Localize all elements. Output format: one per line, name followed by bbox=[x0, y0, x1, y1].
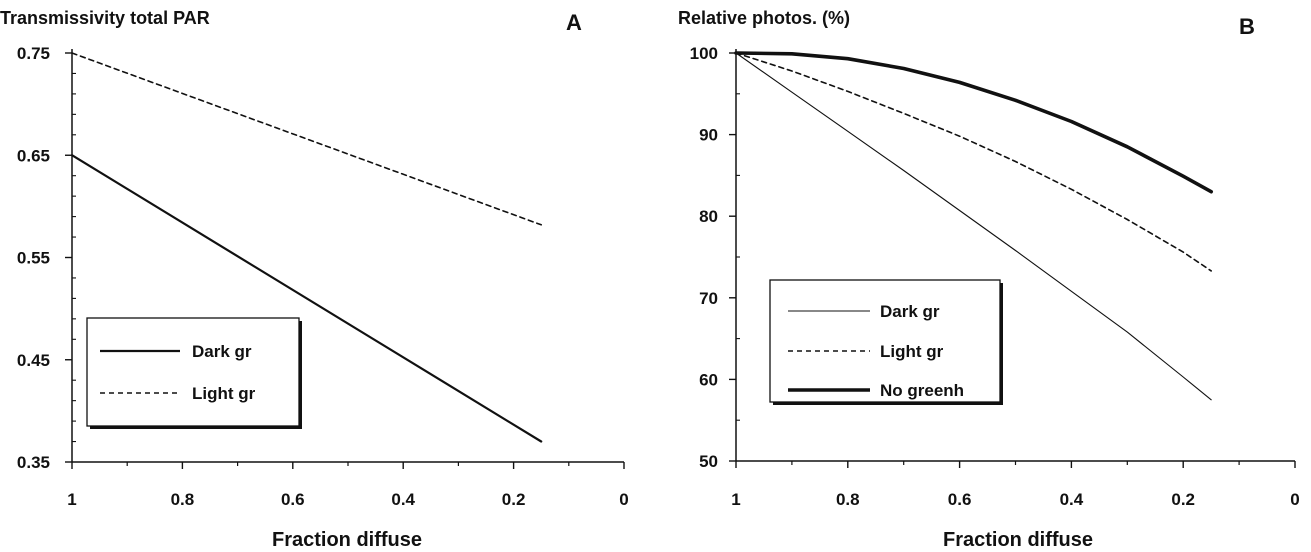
panel-a-series-dark-gr-line bbox=[70, 154, 543, 443]
panel-b-ylabel: Relative photos. (%) bbox=[678, 8, 850, 28]
panel-b-y-tick-label: 80 bbox=[699, 207, 718, 226]
panel-a-legend-label: Light gr bbox=[192, 384, 256, 403]
panel-b-series-light-gr-line bbox=[735, 52, 1212, 272]
panel-b-y-tick-label: 70 bbox=[699, 289, 718, 308]
panel-a-y-tick-label: 0.35 bbox=[17, 453, 50, 472]
panel-b-y-tick-label: 90 bbox=[699, 126, 718, 145]
panel-a-ylabel: Transmissivity total PAR bbox=[0, 8, 210, 28]
panel-b-chart: Relative photos. (%) B Fraction diffuse … bbox=[678, 8, 1300, 551]
panel-b-x-tick-label: 0.2 bbox=[1171, 490, 1195, 509]
panel-b-series-no-greenh-line bbox=[734, 51, 1213, 194]
panel-a-xlabel: Fraction diffuse bbox=[272, 529, 422, 551]
panel-a-x-tick-label: 1 bbox=[67, 490, 76, 509]
panel-b-legend: Dark gr Light gr No greenh bbox=[769, 279, 1003, 405]
panel-b-x-tick-label: 1 bbox=[731, 490, 740, 509]
panel-a-x-tick-label: 0.6 bbox=[281, 490, 305, 509]
panel-a-x-tick-label: 0.4 bbox=[391, 490, 415, 509]
panel-b-series-dark-gr-line bbox=[735, 52, 1212, 401]
panel-a-letter: A bbox=[566, 10, 582, 35]
panel-b-x-tick-label: 0.8 bbox=[836, 490, 860, 509]
panel-a-x-tick-label: 0.8 bbox=[171, 490, 195, 509]
panel-b-y-tick-label: 60 bbox=[699, 370, 718, 389]
panel-a-y-tick-label: 0.45 bbox=[17, 351, 50, 370]
panel-b-x-tick-label: 0.6 bbox=[948, 490, 972, 509]
panel-a-chart: Transmissivity total PAR A Fraction diff… bbox=[0, 8, 629, 551]
panel-b-y-tick-label: 50 bbox=[699, 452, 718, 471]
panel-a-y-tick-label: 0.55 bbox=[17, 249, 50, 268]
panel-b-x-tick-label: 0.4 bbox=[1060, 490, 1084, 509]
panel-a-series-light-gr-line bbox=[71, 52, 543, 226]
panel-a-x-tick-label: 0 bbox=[619, 490, 628, 509]
panel-a-legend-label: Dark gr bbox=[192, 342, 252, 361]
panel-b-x-tick-label: 0 bbox=[1290, 490, 1299, 509]
panel-b-letter: B bbox=[1239, 14, 1255, 39]
panel-b-xlabel: Fraction diffuse bbox=[943, 529, 1093, 551]
panel-a-legend: Dark gr Light gr bbox=[86, 317, 302, 429]
panel-b-legend-label: No greenh bbox=[880, 381, 964, 400]
panel-a-y-tick-label: 0.75 bbox=[17, 44, 50, 63]
panel-b-y-tick-label: 100 bbox=[690, 44, 718, 63]
panel-b-legend-label: Light gr bbox=[880, 342, 944, 361]
panel-a-y-tick-label: 0.65 bbox=[17, 146, 50, 165]
panel-b-legend-label: Dark gr bbox=[880, 302, 940, 321]
panel-b-legend-box bbox=[769, 279, 1001, 403]
panel-a-legend-box bbox=[86, 317, 300, 427]
panel-a-x-tick-label: 0.2 bbox=[502, 490, 526, 509]
